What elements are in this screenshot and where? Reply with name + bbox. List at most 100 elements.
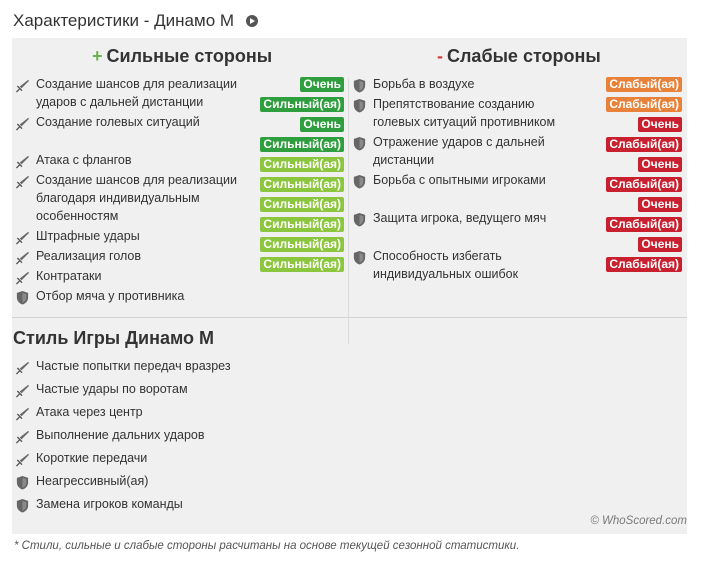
list-item: Способность избегать индивидуальных ошиб… — [352, 247, 583, 283]
sword-icon — [15, 117, 30, 131]
sword-icon — [15, 231, 30, 245]
rating-badge: Очень — [300, 77, 344, 92]
list-item: Отражение ударов с дальней дистанции — [352, 133, 583, 169]
list-item: Борьба с опытными игроками — [352, 171, 583, 189]
list-item: Создание шансов для реализации ударов с … — [15, 75, 246, 111]
weaknesses-badges: Слабый(ая) Слабый(ая) Очень Слабый(ая) Очень… — [580, 77, 682, 277]
sword-icon — [15, 361, 30, 375]
footnote: * Стили, сильные и слабые стороны расчит… — [14, 540, 520, 552]
list-item: Создание голевых ситуаций — [15, 113, 246, 131]
list-item-label: Выполнение дальних ударов — [36, 428, 205, 442]
rating-badge: Сильный(ая) — [260, 137, 344, 152]
rating-badge: Сильный(ая) — [260, 97, 344, 112]
sword-icon — [15, 430, 30, 444]
list-item: Замена игроков команды — [15, 495, 356, 513]
sword-icon — [15, 79, 30, 93]
play-style-heading: Стиль Игры Динамо М — [13, 328, 215, 348]
list-item-label: Неагрессивный(ая) — [36, 474, 149, 488]
list-item-label: Отбор мяча у противника — [36, 289, 185, 303]
list-item: Атака с флангов — [15, 151, 246, 169]
list-item-label: Короткие передачи — [36, 451, 148, 465]
list-item-label: Частые попытки передач вразрез — [36, 359, 231, 373]
rating-badge: Слабый(ая) — [606, 217, 682, 232]
list-item: Реализация голов — [15, 247, 246, 265]
weaknesses-heading-text: Слабые стороны — [447, 46, 601, 66]
rating-badge: Слабый(ая) — [606, 97, 682, 112]
shield-icon — [353, 136, 366, 151]
strengths-heading: + Сильные стороны — [92, 46, 272, 67]
sword-icon — [15, 384, 30, 398]
rating-badge: Сильный(ая) — [260, 257, 344, 272]
list-item: Штрафные удары — [15, 227, 246, 245]
list-item: Отбор мяча у противника — [15, 287, 246, 305]
list-item-label: Способность избегать индивидуальных ошиб… — [373, 249, 519, 281]
list-item: Атака через центр — [15, 403, 356, 421]
list-item: Неагрессивный(ая) — [15, 472, 356, 490]
list-item: Контратаки — [15, 267, 246, 285]
page-title-row: Характеристики - Динамо М — [13, 10, 259, 32]
characteristics-panel: + Сильные стороны - Слабые стороны Создани… — [12, 38, 687, 534]
sword-icon — [15, 453, 30, 467]
sword-icon — [15, 407, 30, 421]
rating-badge: Слабый(ая) — [606, 77, 682, 92]
rating-badge: Слабый(ая) — [606, 177, 682, 192]
list-item-label: Замена игроков команды — [36, 497, 183, 511]
list-item-label: Реализация голов — [36, 249, 142, 263]
arrow-circle-icon[interactable] — [246, 15, 259, 27]
shield-icon — [353, 250, 366, 265]
rating-badge: Сильный(ая) — [260, 237, 344, 252]
list-item: Частые удары по воротам — [15, 380, 356, 398]
shield-icon — [353, 212, 366, 227]
minus-sign: - — [437, 46, 443, 66]
list-item: Короткие передачи — [15, 449, 356, 467]
list-item-label: Атака с флангов — [36, 153, 132, 167]
list-item-label: Контратаки — [36, 269, 102, 283]
rating-badge: Очень — [638, 197, 682, 212]
rating-badge: Сильный(ая) — [260, 157, 344, 172]
section-divider — [12, 317, 687, 318]
list-item-label: Атака через центр — [36, 405, 143, 419]
sword-icon — [15, 155, 30, 169]
strengths-badges: Очень Сильный(ая) Очень Сильный(ая) Сильный(… — [242, 77, 344, 277]
weaknesses-heading: - Слабые стороны — [437, 46, 601, 67]
list-item-label: Борьба с опытными игроками — [373, 173, 546, 187]
list-item-label: Создание шансов для реализации ударов с … — [36, 77, 237, 109]
rating-badge: Очень — [300, 117, 344, 132]
watermark: © WhoScored.com — [590, 515, 687, 527]
list-item-label: Частые удары по воротам — [36, 382, 188, 396]
rating-badge: Очень — [638, 117, 682, 132]
sword-icon — [15, 175, 30, 189]
list-item-label: Защита игрока, ведущего мяч — [373, 211, 547, 225]
shield-icon — [353, 98, 366, 113]
sword-icon — [15, 271, 30, 285]
list-item-label: Штрафные удары — [36, 229, 140, 243]
list-item-label: Борьба в воздухе — [373, 77, 475, 91]
shield-icon — [353, 78, 366, 93]
list-item-label: Создание голевых ситуаций — [36, 115, 200, 129]
list-item: Борьба в воздухе — [352, 75, 583, 93]
rating-badge: Очень — [638, 237, 682, 252]
shield-icon — [16, 290, 29, 305]
strengths-heading-text: Сильные стороны — [106, 46, 273, 66]
plus-sign: + — [92, 46, 103, 66]
shield-icon — [353, 174, 366, 189]
shield-icon — [16, 475, 29, 490]
rating-badge: Сильный(ая) — [260, 197, 344, 212]
list-item: Препятствование созданию голевых ситуаци… — [352, 95, 583, 131]
sword-icon — [15, 251, 30, 265]
rating-badge: Сильный(ая) — [260, 217, 344, 232]
column-divider — [348, 78, 349, 344]
list-item-label: Отражение ударов с дальней дистанции — [373, 135, 545, 167]
rating-badge: Сильный(ая) — [260, 177, 344, 192]
shield-icon — [16, 498, 29, 513]
list-item-label: Препятствование созданию голевых ситуаци… — [373, 97, 556, 129]
list-item: Выполнение дальних ударов — [15, 426, 356, 444]
list-item: Частые попытки передач вразрез — [15, 357, 356, 375]
rating-badge: Очень — [638, 157, 682, 172]
rating-badge: Слабый(ая) — [606, 257, 682, 272]
list-item-label: Создание шансов для реализации благодаря… — [36, 173, 237, 223]
list-item: Создание шансов для реализации благодаря… — [15, 171, 246, 225]
list-item: Защита игрока, ведущего мяч — [352, 209, 583, 227]
rating-badge: Слабый(ая) — [606, 137, 682, 152]
page-title: Характеристики - Динамо М — [13, 11, 235, 30]
